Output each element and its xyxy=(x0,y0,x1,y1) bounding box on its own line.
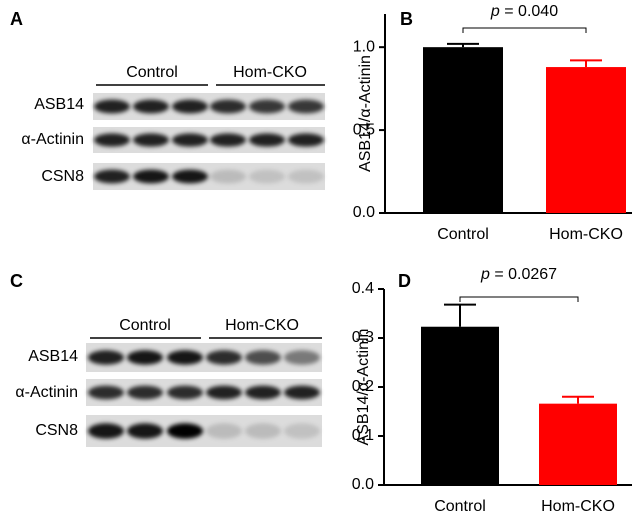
significance-bracket xyxy=(459,296,579,302)
y-tick-label: 0.0 xyxy=(353,204,375,221)
blot-band xyxy=(127,423,163,439)
blot-band xyxy=(133,169,169,184)
blot-band xyxy=(249,133,285,147)
row-label: α-Actinin xyxy=(15,384,78,401)
y-tick-label: 0.5 xyxy=(353,121,375,138)
x-tick-label: Hom-CKO xyxy=(549,226,623,243)
bar xyxy=(421,326,499,485)
blot-band xyxy=(127,350,163,365)
x-tick-label: Control xyxy=(437,226,489,243)
annotation-text: = 0.0267 xyxy=(494,266,557,283)
blot-band xyxy=(206,350,242,365)
annotation: p = 0.0267 xyxy=(480,266,557,283)
row-label: α-Actinin xyxy=(21,131,84,148)
bar xyxy=(423,47,503,213)
blot-strip xyxy=(93,127,325,153)
blot-band xyxy=(249,169,285,184)
group-label: Control xyxy=(126,64,178,81)
blot-band xyxy=(284,385,320,400)
blot-band xyxy=(127,385,163,400)
blot-band xyxy=(288,133,324,147)
blot-band xyxy=(210,169,246,184)
x-tick-label: Hom-CKO xyxy=(541,498,615,515)
y-tick-label: 0.4 xyxy=(352,280,374,297)
group-label: Control xyxy=(119,317,171,334)
blot-band xyxy=(167,423,203,439)
blot-band xyxy=(210,99,246,114)
blot-band xyxy=(94,99,130,114)
blot-images xyxy=(86,93,325,447)
blot-band xyxy=(284,423,320,439)
y-tick-label: 0.1 xyxy=(352,427,374,444)
x-tick-label: Control xyxy=(434,498,486,515)
blot-band xyxy=(172,169,208,184)
blot-band xyxy=(133,99,169,114)
bar xyxy=(539,403,617,485)
group-label: Hom-CKO xyxy=(225,317,299,334)
y-axis-label: ASB14/α-Actinin xyxy=(355,329,372,446)
row-label: CSN8 xyxy=(41,168,84,185)
row-label: ASB14 xyxy=(34,96,84,113)
row-label: ASB14 xyxy=(28,348,78,365)
blot-band xyxy=(245,385,281,400)
y-tick-label: 0.2 xyxy=(352,378,374,395)
blot-strip xyxy=(93,93,325,120)
panel-label: A xyxy=(10,9,23,29)
y-axis-label: ASB14/α-Actinin xyxy=(357,55,374,172)
blot-band xyxy=(94,133,130,147)
blot-strip xyxy=(93,163,325,190)
annotation: p = 0.040 xyxy=(490,3,558,20)
annotation-text: = 0.040 xyxy=(504,3,558,20)
blot-band xyxy=(288,99,324,114)
blot-band xyxy=(172,133,208,147)
blot-band xyxy=(167,350,203,365)
blot-band xyxy=(88,385,124,400)
y-tick-label: 0.0 xyxy=(352,476,374,493)
blot-band xyxy=(94,169,130,184)
blot-band xyxy=(288,169,324,184)
blot-band xyxy=(245,350,281,365)
blot-band xyxy=(284,350,320,365)
blot-band xyxy=(245,423,281,439)
panel-label: C xyxy=(10,271,23,291)
y-tick-label: 1.0 xyxy=(353,38,375,55)
panel-label: D xyxy=(398,271,411,291)
blot-band xyxy=(88,423,124,439)
y-tick-label: 0.3 xyxy=(352,329,374,346)
blot-strip xyxy=(86,343,322,372)
bar xyxy=(546,67,626,213)
blot-band xyxy=(206,385,242,400)
blot-band xyxy=(88,350,124,365)
annotation-symbol: p xyxy=(490,3,500,20)
blot-strip xyxy=(86,379,322,406)
blot-band xyxy=(249,99,285,114)
row-label: CSN8 xyxy=(35,422,78,439)
panel-label: B xyxy=(400,9,413,29)
blot-band xyxy=(210,133,246,147)
group-label: Hom-CKO xyxy=(233,64,307,81)
blot-strip xyxy=(86,415,322,447)
annotation-symbol: p xyxy=(480,266,490,283)
blot-band xyxy=(206,423,242,439)
blot-band xyxy=(133,133,169,147)
blot-band xyxy=(167,385,203,400)
significance-bracket xyxy=(462,27,587,33)
blot-band xyxy=(172,99,208,114)
